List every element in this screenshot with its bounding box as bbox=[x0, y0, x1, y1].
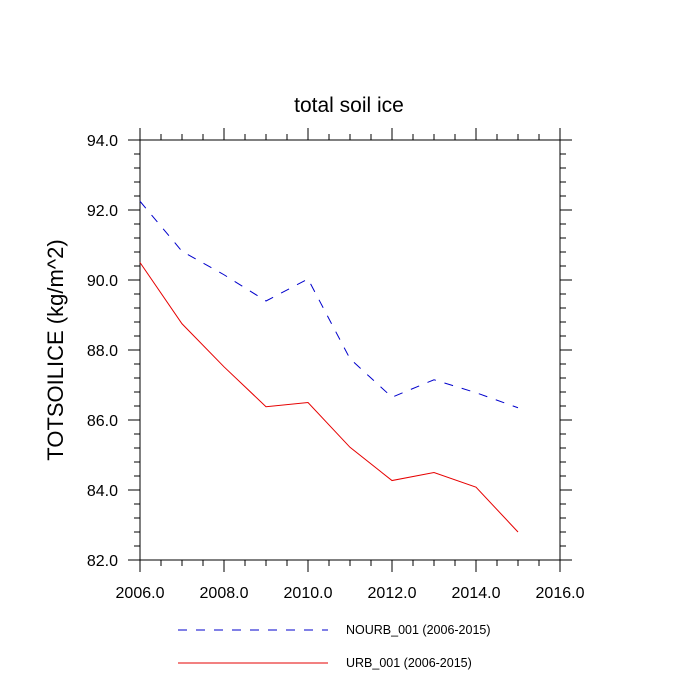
y-tick-label: 94.0 bbox=[87, 133, 118, 150]
y-tick-labels: 82.0 84.0 86.0 88.0 90.0 92.0 94.0 bbox=[87, 133, 118, 570]
x-tick-label: 2012.0 bbox=[368, 585, 417, 602]
chart-title: total soil ice bbox=[294, 94, 404, 117]
series-line-nourb bbox=[139, 200, 519, 409]
x-tick-labels: 2006.0 2008.0 2010.0 2012.0 2014.0 2016.0 bbox=[116, 585, 585, 602]
x-tick-label: 2008.0 bbox=[200, 585, 249, 602]
legend-label-nourb: NOURB_001 (2006-2015) bbox=[346, 623, 491, 637]
legend-label-urb: URB_001 (2006-2015) bbox=[346, 656, 472, 670]
plot-frame bbox=[139, 139, 561, 561]
y-tick-label: 86.0 bbox=[87, 413, 118, 430]
y-tick-label: 90.0 bbox=[87, 273, 118, 290]
x-tick-label: 2010.0 bbox=[284, 585, 333, 602]
legend: NOURB_001 (2006-2015) URB_001 (2006-2015… bbox=[178, 623, 491, 670]
y-axis-label: TOTSOILICE (kg/m^2) bbox=[43, 239, 68, 460]
x-tick-label: 2006.0 bbox=[116, 585, 165, 602]
x-tick-label: 2016.0 bbox=[536, 585, 585, 602]
series-line-urb bbox=[139, 262, 519, 533]
y-tick-label: 88.0 bbox=[87, 343, 118, 360]
y-tick-label: 82.0 bbox=[87, 553, 118, 570]
series-lines bbox=[139, 200, 519, 533]
axis-ticks bbox=[128, 128, 572, 572]
y-tick-label: 84.0 bbox=[87, 483, 118, 500]
y-tick-label: 92.0 bbox=[87, 203, 118, 220]
x-tick-label: 2014.0 bbox=[452, 585, 501, 602]
